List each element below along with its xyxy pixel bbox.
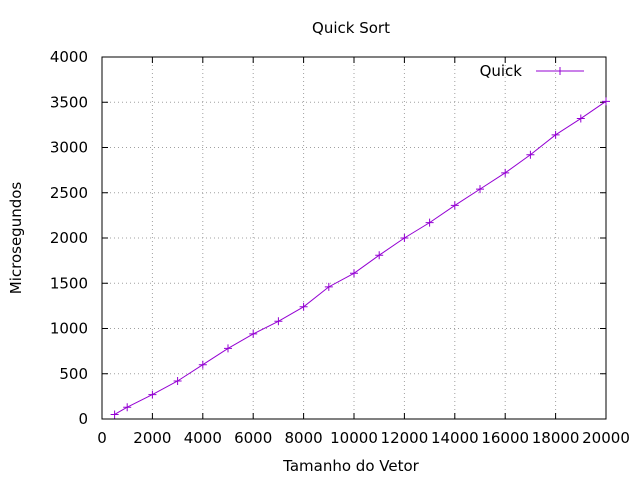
data-point: [299, 302, 308, 311]
data-point: [274, 317, 283, 326]
data-point: [551, 130, 560, 139]
data-point: [173, 376, 182, 385]
data-point: [526, 150, 535, 159]
plot-frame: [101, 56, 607, 420]
y-tick-label: 0: [78, 410, 88, 428]
x-tick-label: 18000: [532, 429, 580, 447]
chart-title: Quick Sort: [312, 19, 390, 37]
legend-marker-quick: [556, 67, 564, 75]
series-line-quick: [114, 100, 607, 415]
tick-labels: 0 2000 4000 6000 8000 10000 12000 14000 16000 180…: [50, 48, 630, 447]
series-group: [110, 97, 610, 419]
data-point: [450, 201, 459, 210]
data-point: [576, 114, 585, 123]
data-point: [425, 218, 434, 227]
legend-label-quick: Quick: [480, 62, 523, 80]
x-tick-label: 8000: [285, 429, 323, 447]
x-tick-label: 2000: [133, 429, 171, 447]
data-point: [198, 360, 207, 369]
x-tick-label: 12000: [381, 429, 429, 447]
grid-lines: [102, 57, 606, 419]
data-point: [602, 97, 610, 106]
data-point: [123, 403, 132, 412]
data-point: [224, 344, 232, 353]
x-axis-label: Tamanho do Vetor: [282, 457, 419, 475]
x-tick-label: 4000: [184, 429, 222, 447]
y-tick-label: 1500: [50, 274, 88, 292]
data-point: [249, 329, 258, 338]
data-point: [350, 269, 358, 278]
data-point: [501, 168, 510, 177]
y-tick-label: 3000: [50, 139, 88, 157]
data-point: [324, 282, 333, 291]
y-tick-label: 3500: [50, 93, 88, 111]
x-tick-label: 10000: [330, 429, 378, 447]
x-tick-label: 14000: [431, 429, 479, 447]
data-point: [476, 185, 484, 194]
y-tick-label: 500: [59, 365, 88, 383]
data-point: [375, 251, 384, 260]
legend: Quick: [480, 62, 584, 80]
data-point: [148, 390, 157, 399]
y-axis-label: Microsegundos: [7, 182, 25, 295]
x-tick-label: 20000: [582, 429, 630, 447]
x-tick-label: 6000: [234, 429, 272, 447]
data-point: [400, 234, 409, 242]
x-tick-label: 16000: [481, 429, 529, 447]
y-tick-label: 4000: [50, 48, 88, 66]
y-tick-label: 2500: [50, 184, 88, 202]
data-point: [110, 410, 119, 419]
y-tick-label: 2000: [50, 229, 88, 247]
y-tick-label: 1000: [50, 320, 88, 338]
x-tick-label: 0: [97, 429, 107, 447]
